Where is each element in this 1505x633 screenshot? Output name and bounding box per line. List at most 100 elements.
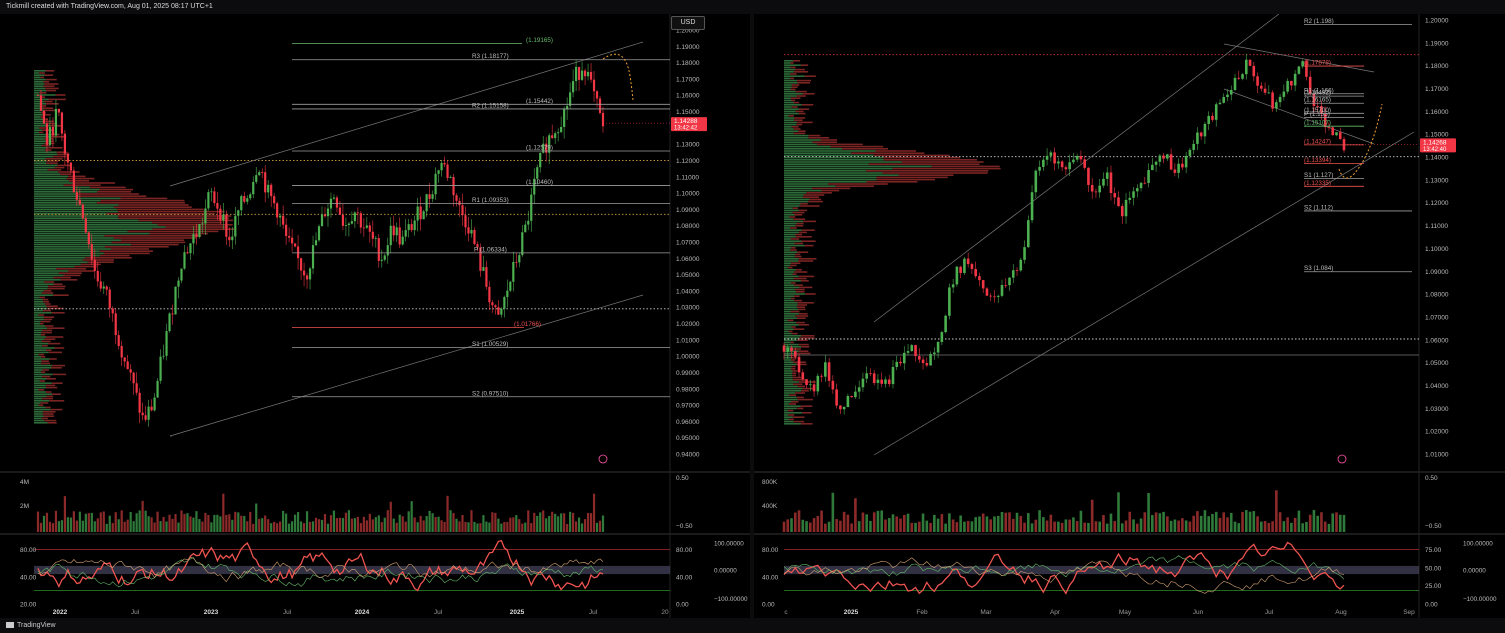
volume-profile-bar [34, 261, 88, 263]
volume-bar [69, 517, 72, 532]
candle-body [1323, 113, 1327, 128]
volume-profile-bar [44, 83, 59, 85]
left-chart-panel[interactable]: 0.94000 0.95000 0.96000 0.97000 0.98000 0.990… [0, 14, 750, 618]
volume-bar [192, 517, 195, 532]
volume-profile-bar [34, 182, 73, 184]
price-tick-label: 1.02000 [676, 321, 700, 328]
volume-bar [1278, 512, 1282, 532]
volume-bar [279, 521, 282, 532]
candle-body [308, 268, 312, 280]
candle-body [933, 352, 936, 355]
right-chart-panel[interactable]: 1.01000 1.02000 1.03000 1.04000 1.05000 1.060… [754, 13, 1505, 618]
candle-body [204, 208, 207, 224]
candle-body [955, 266, 959, 285]
volume-profile-bar [784, 372, 793, 374]
volume-profile-bar [34, 259, 83, 261]
volume-profile-bar [43, 81, 50, 83]
volume-profile-bar [791, 126, 799, 128]
volume-bar [404, 521, 407, 532]
candle-body [569, 92, 572, 106]
candle-body [270, 184, 273, 197]
candle-body [891, 367, 895, 385]
price-tick-label: 1.17000 [676, 76, 700, 83]
volume-bar [527, 510, 530, 532]
volume-profile-bar [784, 126, 792, 128]
volume-bar [302, 523, 306, 532]
candle-body [75, 192, 78, 200]
volume-profile-bar [790, 238, 800, 240]
volume-profile-bar [39, 296, 45, 299]
volume-profile-bar [34, 375, 43, 378]
volume-profile-bar [113, 237, 197, 239]
volume-profile-bar [784, 357, 793, 359]
volume-profile-bar [784, 407, 797, 410]
candle-body [1109, 172, 1113, 194]
volume-bar [1267, 522, 1271, 532]
candle-body [353, 212, 356, 222]
candle-body [1034, 170, 1038, 193]
candle-body [344, 225, 348, 226]
volume-profile-bar [46, 160, 59, 162]
candle-body [989, 295, 993, 297]
volume-profile-bar [784, 321, 796, 324]
candle-body [392, 225, 395, 236]
volume-profile-bar [43, 120, 54, 123]
volume-bar [1241, 511, 1244, 532]
candle-body [228, 236, 231, 241]
volume-bar [906, 513, 910, 532]
right-chart-svg[interactable]: 1.01000 1.02000 1.03000 1.04000 1.05000 1.060… [754, 13, 1505, 618]
pivot-level-label: P (1.155) [1304, 111, 1330, 118]
volume-profile-bar [39, 323, 44, 325]
volume-profile-bar [34, 184, 64, 186]
candle-body [809, 384, 812, 386]
volume-profile-bar [34, 228, 153, 230]
candle-body [509, 281, 512, 291]
volume-bar [285, 513, 288, 532]
volume-profile-bar [34, 142, 45, 145]
volume-bar [1338, 514, 1342, 532]
last-price-value: 1.14268 [1423, 139, 1447, 146]
volume-bar [51, 523, 55, 532]
volume-bar [1026, 513, 1030, 532]
volume-profile-bar [797, 398, 813, 401]
volume-profile-bar [791, 247, 796, 249]
volume-bar [305, 511, 309, 532]
volume-profile-bar [96, 202, 186, 204]
volume-bar [536, 515, 539, 532]
volume-profile-bar [34, 191, 98, 193]
volume-profile-bar [784, 288, 795, 291]
candle-body [899, 361, 902, 364]
candle-body [299, 258, 303, 271]
volume-profile-bar [792, 273, 797, 275]
volume-profile-bar [784, 115, 789, 117]
volume-profile-bar [784, 370, 793, 372]
volume-profile-bar [784, 227, 791, 229]
price-tick-label: 1.15000 [1425, 132, 1449, 139]
volume-profile-bar [794, 117, 806, 119]
candle-body [464, 215, 467, 228]
volume-bar [243, 515, 246, 532]
volume-profile-bar [791, 282, 796, 284]
volume-profile-bar [784, 409, 788, 412]
candle-body [36, 95, 40, 97]
volume-profile-bar [41, 144, 51, 147]
volume-bar [940, 514, 944, 532]
left-chart-svg[interactable]: 0.94000 0.95000 0.96000 0.97000 0.98000 0.990… [0, 14, 750, 618]
price-tick-label: 1.04000 [676, 288, 700, 295]
volume-profile-bar [44, 109, 56, 112]
volume-bar [437, 516, 440, 532]
price-tick-label: 0.97000 [676, 403, 700, 410]
volume-profile-bar [34, 129, 43, 131]
volume-profile-bar [34, 384, 46, 387]
volume-profile-bar [138, 219, 234, 222]
volume-profile-bar [111, 241, 186, 244]
volume-profile-bar [38, 404, 44, 406]
currency-button[interactable]: USD [671, 16, 705, 30]
volume-profile-bar [784, 273, 793, 275]
volume-profile-bar [820, 139, 838, 141]
volume-bar [1271, 521, 1274, 532]
volume-bar [1199, 515, 1203, 532]
candle-body [1305, 61, 1308, 77]
volume-bar [880, 510, 884, 532]
volume-profile-bar [828, 183, 888, 185]
